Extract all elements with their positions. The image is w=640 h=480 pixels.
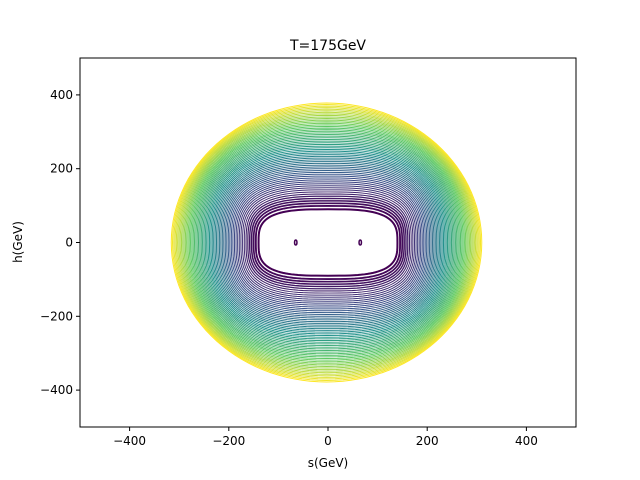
contour-line [233, 179, 422, 306]
contour-line [242, 189, 414, 296]
contour-line [177, 110, 477, 375]
contour-line [243, 191, 412, 294]
contour-line [240, 187, 415, 298]
contour-line [224, 168, 431, 317]
contour-line [180, 114, 473, 371]
x-tick-label: −400 [113, 434, 146, 448]
contour-line [175, 108, 478, 377]
contour-lines [170, 102, 483, 383]
contour-line [179, 113, 474, 372]
x-axis-label: s(GeV) [308, 456, 349, 470]
contour-line [218, 161, 436, 324]
y-tick-label: 0 [65, 236, 73, 250]
x-tick-label: 200 [416, 434, 439, 448]
chart-title: T=175GeV [289, 38, 366, 54]
contour-line [199, 137, 455, 348]
contour-line [186, 121, 468, 364]
contour-line [174, 107, 479, 378]
minimum-marker [358, 239, 363, 246]
contour-line [254, 205, 401, 280]
y-tick-label: −400 [40, 383, 73, 397]
contour-line [237, 183, 419, 302]
contour-line [210, 150, 445, 335]
y-tick-label: −200 [40, 309, 73, 323]
contour-line [217, 159, 438, 326]
contour-line [248, 197, 407, 288]
contour-line [204, 143, 450, 342]
contour-line [238, 185, 417, 300]
contour-line [215, 157, 439, 328]
contour-line [235, 181, 420, 304]
contour-line [230, 175, 425, 310]
contour-line [172, 104, 482, 381]
contour-line [245, 193, 411, 292]
minimum-marker [293, 239, 298, 246]
contour-line [213, 154, 442, 331]
contour-line [193, 130, 460, 355]
contour-line [196, 134, 458, 351]
y-tick-label: 400 [50, 88, 73, 102]
contour-line [183, 118, 470, 367]
contour-line [232, 177, 423, 308]
contour-line [247, 195, 409, 290]
contour-line [221, 164, 433, 321]
y-axis-label: h(GeV) [11, 221, 25, 263]
contour-line [173, 105, 480, 380]
plot-frame [79, 57, 577, 428]
contour-line [190, 125, 464, 360]
contour-line [192, 129, 462, 356]
contour-line [182, 116, 472, 369]
minima-markers [293, 239, 363, 246]
y-tick-label: 200 [50, 162, 73, 176]
x-tick-label: 0 [324, 434, 332, 448]
contour-line [188, 124, 465, 361]
contour-line [191, 127, 463, 358]
contour-line [257, 208, 399, 277]
contour-line [187, 122, 467, 363]
x-axis-ticks: −400 −200 0 200 400 [113, 427, 538, 448]
contour-line [208, 148, 446, 337]
x-tick-label: −200 [212, 434, 245, 448]
contour-line [220, 162, 435, 323]
contour-line [229, 173, 426, 312]
contour-line [252, 202, 404, 283]
contour-line [178, 111, 475, 374]
contour-line [214, 155, 440, 330]
contour-line [200, 138, 454, 347]
contour-line [206, 145, 449, 340]
contour-line [227, 171, 428, 314]
contour-line [197, 135, 456, 350]
contour-line [195, 132, 459, 353]
y-axis-ticks: −400 −200 0 200 400 [40, 88, 80, 397]
contour-line [226, 170, 429, 315]
contour-line [207, 147, 447, 338]
x-tick-label: 400 [515, 434, 538, 448]
contour-line [170, 102, 483, 383]
contour-line [250, 200, 405, 285]
contour-line [223, 166, 432, 319]
contour-line [203, 142, 451, 343]
contour-line [211, 152, 443, 333]
contour-line [202, 140, 453, 345]
contour-line [184, 119, 469, 366]
